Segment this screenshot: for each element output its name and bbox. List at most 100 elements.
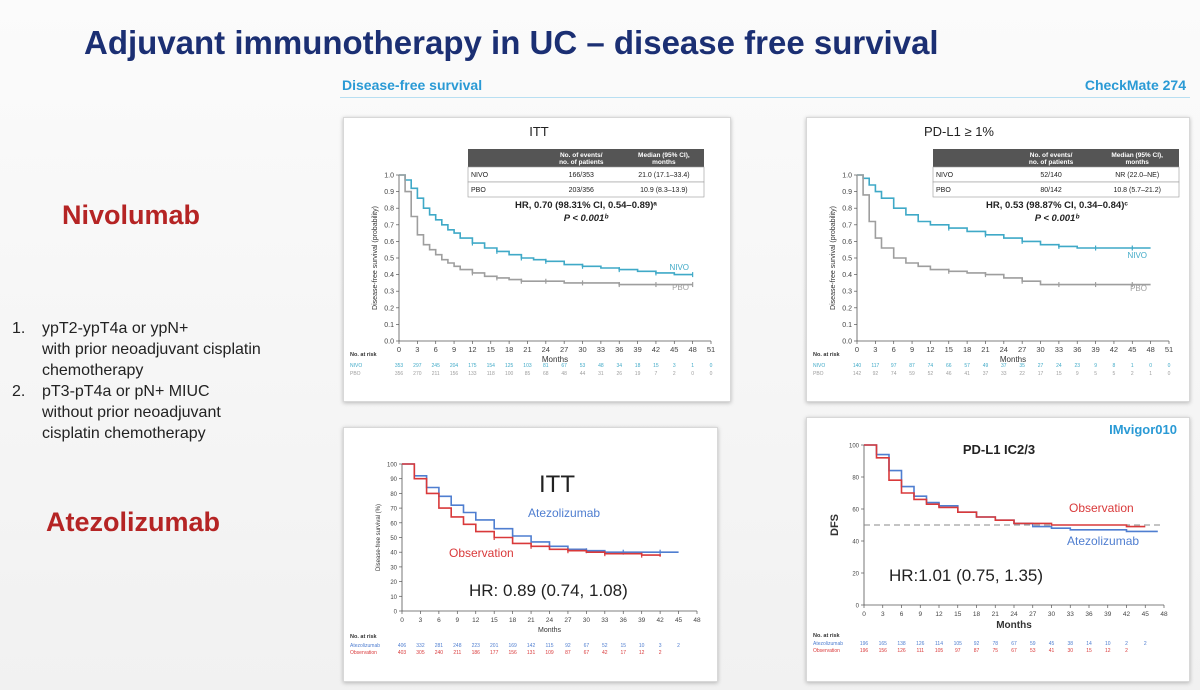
y-tick-label: 0.8 (842, 206, 852, 213)
risk-value: 41 (1049, 648, 1055, 654)
risk-value: 125 (505, 363, 514, 369)
risk-value: 37 (983, 371, 989, 377)
risk-value: 240 (435, 650, 444, 656)
x-tick-label: 36 (615, 345, 623, 354)
risk-value: 15 (620, 643, 626, 649)
section-header: Disease-free survival CheckMate 274 (340, 77, 1190, 98)
y-axis-label: Disease-free survival (probability) (372, 206, 379, 310)
x-tick-label: 51 (707, 345, 715, 354)
series-label: Observation (1069, 501, 1134, 515)
x-tick-label: 3 (415, 345, 419, 354)
risk-value: 87 (909, 363, 915, 369)
risk-value: 92 (873, 371, 879, 377)
x-tick-label: 12 (468, 345, 476, 354)
risk-value: 111 (916, 648, 924, 654)
risk-value: 177 (490, 650, 499, 656)
x-tick-label: 24 (546, 617, 554, 624)
risk-value: 19 (635, 371, 641, 377)
x-tick-label: 18 (963, 345, 971, 354)
risk-value: 169 (508, 643, 517, 649)
x-tick-label: 39 (633, 345, 641, 354)
risk-value: 109 (545, 650, 554, 656)
x-tick-label: 3 (881, 611, 885, 618)
risk-value: 15 (653, 363, 659, 369)
panel-atezo-pdl1: PD-L1 IC2/3 IMvigor010 0 20 40 60 80 100 0 3 6 9 12 1… (806, 417, 1190, 682)
risk-value: 156 (450, 371, 459, 377)
x-tick-label: 36 (620, 617, 628, 624)
y-tick-label: 0.7 (384, 222, 394, 229)
risk-value: 154 (487, 363, 496, 369)
risk-value: 53 (1030, 648, 1036, 654)
table-row-bg (467, 181, 705, 198)
risk-value: 117 (871, 363, 879, 369)
criteria-line: cisplatin chemotherapy (42, 425, 206, 442)
x-tick-label: 27 (560, 345, 568, 354)
drug-label-atezolizumab: Atezolizumab (46, 507, 221, 537)
criteria-list: 1. ypT2-ypT4a or ypN+ with prior neoadjuva… (12, 318, 332, 444)
risk-value: 81 (543, 363, 549, 369)
risk-value: 105 (935, 648, 944, 654)
y-tick-label: 0.2 (384, 305, 394, 312)
y-tick-label: 0.6 (842, 239, 852, 246)
risk-value: 35 (1019, 363, 1025, 369)
header-rule (340, 97, 1190, 98)
risk-value: 34 (616, 363, 622, 369)
series-line-atezolizumab (402, 463, 679, 553)
risk-row-name: NIVO (813, 363, 825, 369)
risk-value: 138 (897, 641, 906, 647)
x-tick-label: 24 (1000, 345, 1008, 354)
y-tick-label: 100 (849, 444, 860, 450)
risk-value: 48 (561, 371, 567, 377)
criteria-number: 1. (12, 320, 26, 337)
risk-value: 52 (602, 643, 608, 649)
table-header-cell: Median (95% CI), (1111, 152, 1163, 159)
risk-value: 92 (565, 643, 571, 649)
risk-value: 44 (580, 371, 586, 377)
x-tick-label: 18 (509, 617, 517, 624)
table-header-cell: months (1125, 159, 1149, 166)
y-tick-label: 80 (852, 476, 859, 482)
y-tick-label: 80 (390, 492, 397, 498)
x-tick-label: 6 (434, 345, 438, 354)
risk-value: 0 (710, 363, 713, 369)
risk-value: 223 (472, 643, 481, 649)
risk-value: 45 (1049, 641, 1055, 647)
table-cell: NIVO (471, 172, 489, 179)
x-tick-label: 21 (981, 345, 989, 354)
risk-row-name: Atezolizumab (813, 641, 843, 647)
risk-row-name: Atezolizumab (350, 643, 380, 649)
risk-value: 1 (1131, 363, 1134, 369)
slide-title: Adjuvant immunotherapy in UC – disease f… (84, 24, 939, 61)
risk-value: 2 (1125, 648, 1128, 654)
x-tick-label: 6 (892, 345, 896, 354)
risk-value: 0 (691, 371, 694, 377)
risk-value: 126 (897, 648, 906, 654)
risk-value: 196 (860, 648, 869, 654)
x-tick-label: 45 (675, 617, 683, 624)
table-cell: PBO (936, 187, 951, 194)
x-tick-label: 30 (583, 617, 591, 624)
risk-value: 59 (909, 371, 915, 377)
risk-value: 27 (1038, 363, 1044, 369)
risk-value: 15 (1086, 648, 1092, 654)
risk-value: 201 (490, 643, 499, 649)
y-tick-label: 50 (390, 536, 397, 542)
y-tick-label: 1.0 (842, 173, 852, 180)
section-label: Disease-free survival (342, 77, 483, 93)
risk-value: 68 (543, 371, 549, 377)
risk-value: 9 (1076, 371, 1079, 377)
criteria-line: chemotherapy (42, 362, 144, 379)
x-tick-label: 39 (1091, 345, 1099, 354)
p-value: P < 0.001ᵇ (1035, 213, 1081, 224)
x-tick-label: 42 (1110, 345, 1118, 354)
table-cell: NR (22.0–NE) (1115, 172, 1159, 179)
risk-value: 12 (639, 650, 645, 656)
y-tick-label: 20 (390, 580, 397, 586)
risk-value: 248 (453, 643, 462, 649)
risk-value: 7 (655, 371, 658, 377)
y-tick-label: 0.1 (842, 322, 852, 329)
x-tick-label: 33 (1055, 345, 1063, 354)
risk-value: 1 (691, 363, 694, 369)
risk-value: 142 (853, 371, 862, 377)
x-tick-label: 42 (1123, 611, 1131, 618)
